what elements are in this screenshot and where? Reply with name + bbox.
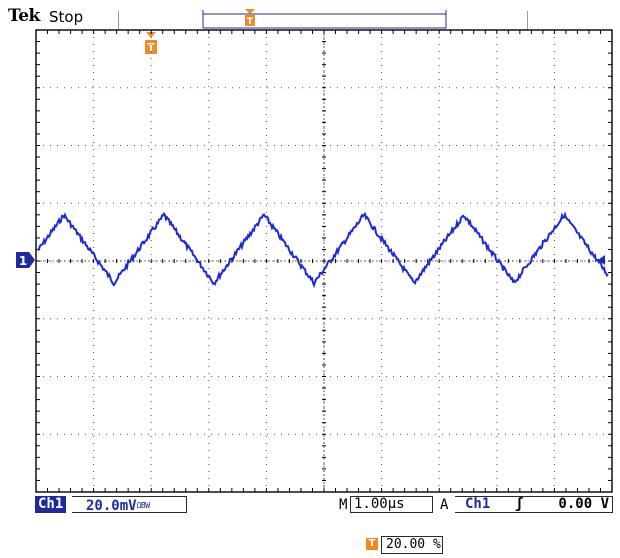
trigger-position-readout[interactable]: 20.00 %	[381, 536, 443, 554]
trigger-level-marker-icon	[598, 255, 605, 265]
header-divider	[118, 11, 119, 30]
trigger-position-icon: T	[366, 538, 378, 550]
trigger-source: Ch1	[465, 496, 491, 512]
svg-text:T: T	[247, 17, 254, 27]
record-trigger-icon: T	[245, 9, 255, 27]
header-divider	[527, 11, 528, 30]
svg-text:T: T	[147, 41, 155, 54]
ch1-waveform	[37, 211, 609, 289]
time-per-div-readout[interactable]: 1.00µs	[350, 496, 433, 513]
volts-per-div-value: 20.0mV	[86, 498, 137, 514]
trigger-position-marker-icon: T	[145, 32, 157, 54]
graticule	[35, 29, 613, 493]
acquisition-state: Stop	[49, 8, 84, 26]
ch1-ground-marker-icon: 1	[16, 252, 35, 268]
trigger-mode-label: A	[440, 497, 449, 513]
brand-logo: Tek	[8, 6, 40, 26]
trigger-readout[interactable]: Ch1 ʃ 0.00 V	[455, 496, 613, 513]
svg-text:1: 1	[19, 254, 27, 268]
rising-edge-icon: ʃ	[515, 496, 524, 512]
record-view-bar	[202, 10, 447, 29]
ac-bandwidth-limit-icon: Ω̃BW	[136, 501, 150, 510]
trigger-level: 0.00 V	[558, 496, 609, 512]
volts-per-div-readout[interactable]: 20.0mVΩ̃BW	[72, 496, 187, 514]
main-timebase-label: M	[339, 497, 348, 513]
channel-1-button[interactable]: Ch1	[35, 496, 67, 513]
